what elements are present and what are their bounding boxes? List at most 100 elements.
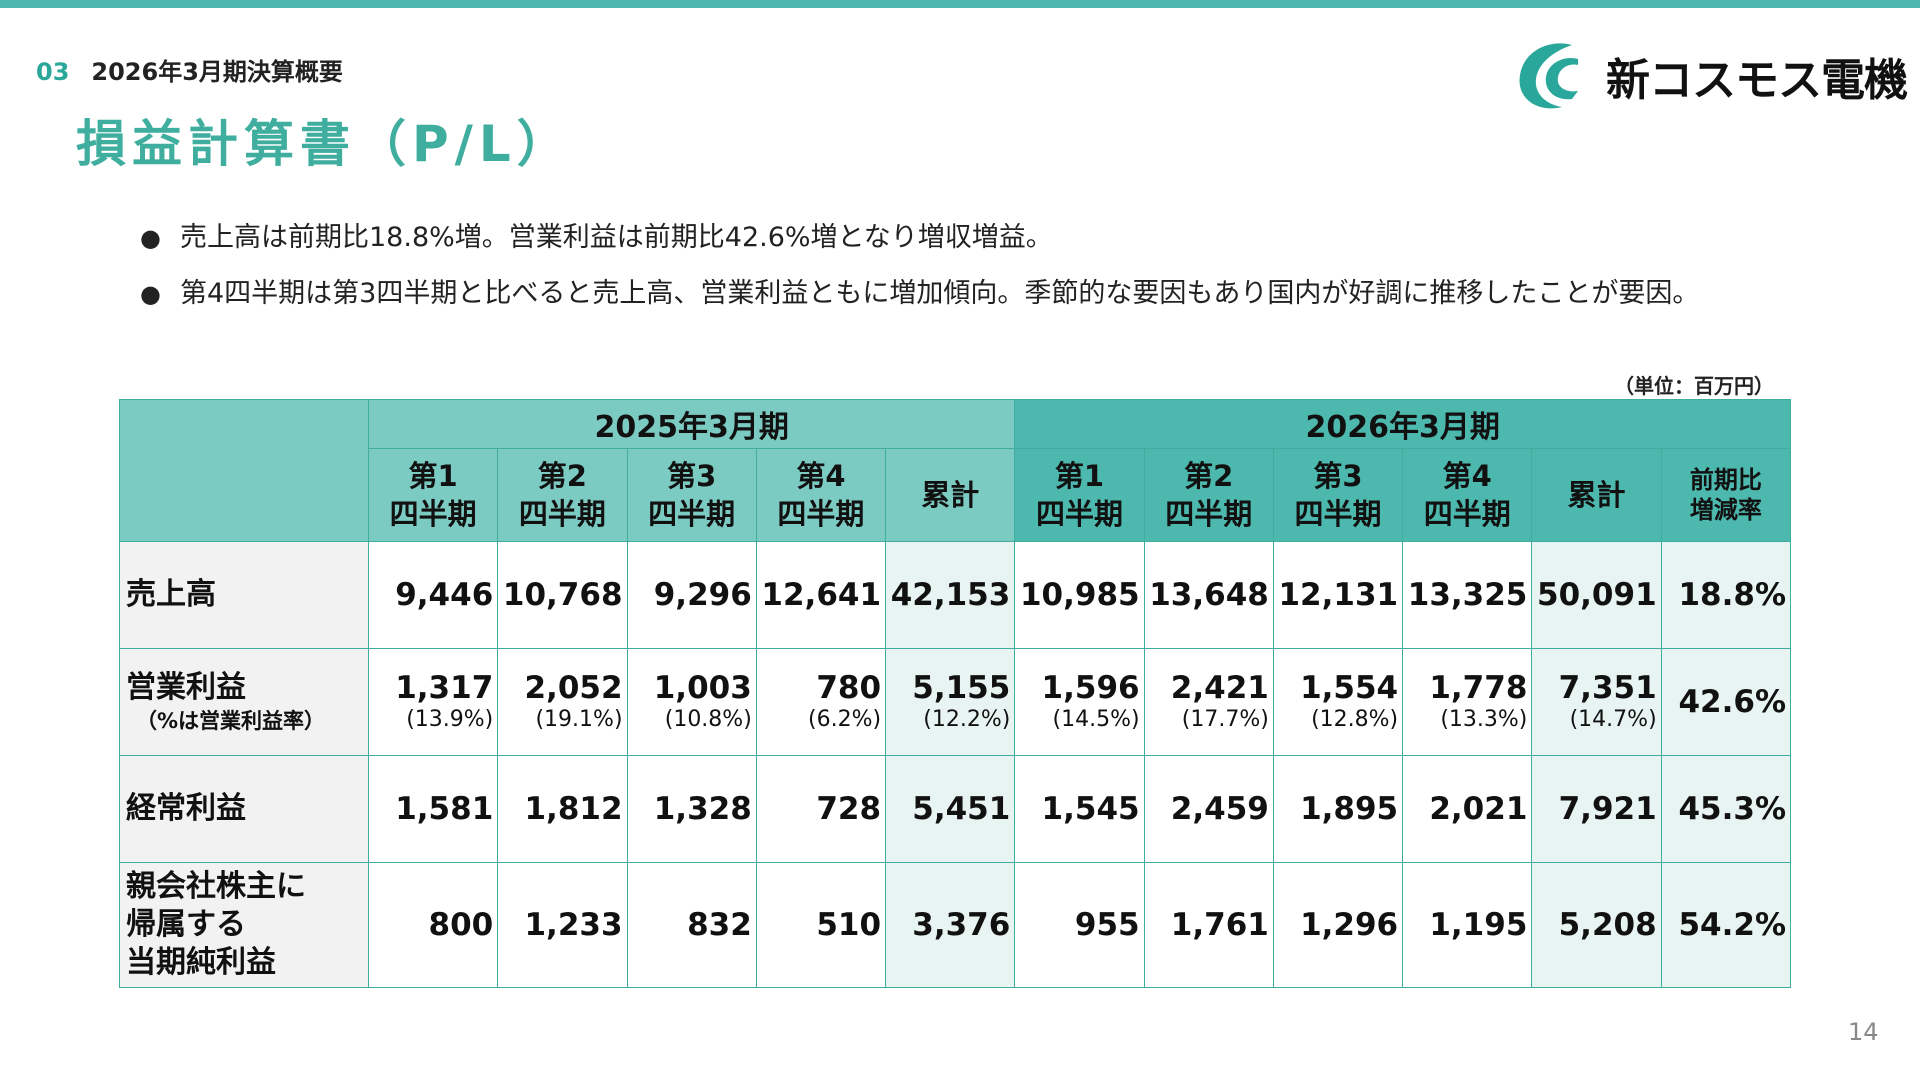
operating-margin: (14.5%) xyxy=(1052,707,1140,732)
value-cell: 832 xyxy=(626,862,757,988)
value-cell: 13,648 xyxy=(1143,541,1274,649)
row-label-line: 売上高 xyxy=(126,577,216,612)
row-label: 売上高 xyxy=(119,541,369,649)
value-cell: 5,451 xyxy=(885,755,1016,863)
column-header: 第2 四半期 xyxy=(1143,448,1274,542)
cell-value: 5,208 xyxy=(1558,907,1657,943)
cell-value: 1,317 xyxy=(395,670,494,706)
cell-value: 10,985 xyxy=(1019,577,1140,613)
section-heading: 03 2026年3月期決算概要 xyxy=(36,52,343,87)
company-logo: 新コスモス電機 xyxy=(1512,38,1908,114)
column-header: 第1 四半期 xyxy=(1014,448,1145,542)
table-row: 売上高 9,446 10,768 9,296 12,641 42,153 10,985 13,… xyxy=(119,541,1792,649)
cell-value: 9,446 xyxy=(395,577,494,613)
value-cell: 10,985 xyxy=(1014,541,1145,649)
column-header-line: 四半期 xyxy=(518,497,606,531)
yoy-rate-cell: 42.6% xyxy=(1660,648,1792,756)
value-cell: 3,376 xyxy=(885,862,1016,988)
cell-value: 1,596 xyxy=(1041,670,1140,706)
row-label-line: 経常利益 xyxy=(126,791,246,826)
table-body: 売上高 9,446 10,768 9,296 12,641 42,153 10,985 13,… xyxy=(119,541,1792,988)
column-header-line: 四半期 xyxy=(777,497,865,531)
table-row: 経常利益 1,581 1,812 1,328 728 5,451 1,545 2,459 1,8… xyxy=(119,755,1792,863)
column-header-line: 第2 xyxy=(1184,459,1234,493)
yoy-rate-cell: 45.3% xyxy=(1660,755,1792,863)
operating-margin: (14.7%) xyxy=(1569,707,1657,732)
column-header: 累計 xyxy=(885,448,1016,542)
unit-note: （単位：百万円） xyxy=(1614,374,1774,398)
value-cell: 728 xyxy=(755,755,887,863)
value-cell: 13,325 xyxy=(1402,541,1533,649)
bullet-text: 売上高は前期比18.8%増。営業利益は前期比42.6%増となり増収増益。 xyxy=(180,222,1053,253)
cell-value: 5,155 xyxy=(912,670,1011,706)
value-cell: 1,778 (13.3%) xyxy=(1402,648,1533,756)
column-header-line: 四半期 xyxy=(1294,497,1382,531)
cosmos-logo-icon xyxy=(1519,43,1578,109)
operating-margin: (12.2%) xyxy=(923,707,1011,732)
cell-value: 2,021 xyxy=(1429,791,1528,827)
row-label-line: 親会社株主に xyxy=(126,869,306,904)
cell-value: 10,768 xyxy=(502,577,623,613)
value-cell: 2,052 (19.1%) xyxy=(497,648,628,756)
operating-margin: (6.2%) xyxy=(808,707,882,732)
value-cell: 510 xyxy=(755,862,887,988)
value-cell: 1,003 (10.8%) xyxy=(626,648,757,756)
row-label-line: 当期純利益 xyxy=(126,945,276,980)
table-row: 親会社株主に 帰属する 当期純利益 800 1,233 832 510 3,376 955 1,7… xyxy=(119,862,1792,988)
row-label-line: 帰属する xyxy=(126,907,246,942)
cell-value: 832 xyxy=(687,907,752,943)
column-header-line: 第3 xyxy=(667,459,717,493)
cell-value: 728 xyxy=(816,791,882,827)
value-cell: 1,317 (13.9%) xyxy=(367,648,499,756)
yoy-rate-cell: 18.8% xyxy=(1660,541,1792,649)
cell-value: 1,812 xyxy=(524,791,623,827)
cell-value: 800 xyxy=(428,907,494,943)
summary-bullets: ● 売上高は前期比18.8%増。営業利益は前期比42.6%増となり増収増益。 ●… xyxy=(140,210,1780,322)
bullet-item: ● 第4四半期は第3四半期と比べると売上高、営業利益ともに増加傾向。季節的な要因… xyxy=(140,266,1780,322)
column-header: 第4 四半期 xyxy=(755,448,887,542)
column-header-line: 四半期 xyxy=(648,497,736,531)
company-name: 新コスモス電機 xyxy=(1606,55,1908,106)
column-header-line: 第3 xyxy=(1313,459,1363,493)
bullet-dot-icon: ● xyxy=(140,280,161,308)
value-cell: 42,153 xyxy=(885,541,1016,649)
cell-value: 18.8% xyxy=(1678,577,1786,613)
value-cell: 10,768 xyxy=(497,541,628,649)
value-cell: 955 xyxy=(1014,862,1145,988)
cell-value: 50,091 xyxy=(1537,577,1657,613)
column-header-row: 第1 四半期 第2 四半期 第3 四半期 第4 四半期 累計 第1 四半期 第2 四半期 第3 四半期 第4 四… xyxy=(120,448,1792,542)
value-cell: 9,296 xyxy=(626,541,757,649)
cell-value: 1,328 xyxy=(653,791,752,827)
bullet-text: 第4四半期は第3四半期と比べると売上高、営業利益ともに増加傾向。季節的な要因もあ… xyxy=(180,278,1700,309)
cell-value: 13,648 xyxy=(1149,577,1269,613)
value-cell: 5,155 (12.2%) xyxy=(885,648,1016,756)
row-label: 営業利益 （%は営業利益率） xyxy=(119,648,369,756)
value-cell: 800 xyxy=(367,862,499,988)
cell-value: 45.3% xyxy=(1678,791,1786,827)
page-number: 14 xyxy=(1848,1018,1879,1046)
table-row: 営業利益 （%は営業利益率） 1,317 (13.9%) 2,052 (19.1%) 1,0… xyxy=(119,648,1792,756)
cell-value: 9,296 xyxy=(653,577,752,613)
column-header-line: 第1 xyxy=(408,459,458,493)
period-header-2025: 2025年3月期 xyxy=(367,399,1016,449)
value-cell: 9,446 xyxy=(367,541,499,649)
cell-value: 3,376 xyxy=(912,907,1011,943)
section-title: 2026年3月期決算概要 xyxy=(91,58,343,86)
cell-value: 1,545 xyxy=(1041,791,1140,827)
value-cell: 2,021 xyxy=(1402,755,1533,863)
cell-value: 780 xyxy=(816,670,882,706)
cell-value: 1,581 xyxy=(395,791,494,827)
cell-value: 1,895 xyxy=(1300,791,1399,827)
column-header: 第4 四半期 xyxy=(1402,448,1533,542)
column-header: 第3 四半期 xyxy=(626,448,757,542)
column-header-line: 第1 xyxy=(1054,459,1105,493)
column-header-line: 第4 xyxy=(1442,459,1492,493)
cell-value: 12,641 xyxy=(761,577,882,613)
bullet-item: ● 売上高は前期比18.8%増。営業利益は前期比42.6%増となり増収増益。 xyxy=(140,210,1780,266)
column-header: 累計 xyxy=(1531,448,1662,542)
cell-value: 54.2% xyxy=(1678,907,1786,943)
value-cell: 1,895 xyxy=(1272,755,1404,863)
column-header-line: 四半期 xyxy=(1035,497,1123,531)
row-label: 親会社株主に 帰属する 当期純利益 xyxy=(119,862,369,988)
bullet-dot-icon: ● xyxy=(140,224,161,252)
